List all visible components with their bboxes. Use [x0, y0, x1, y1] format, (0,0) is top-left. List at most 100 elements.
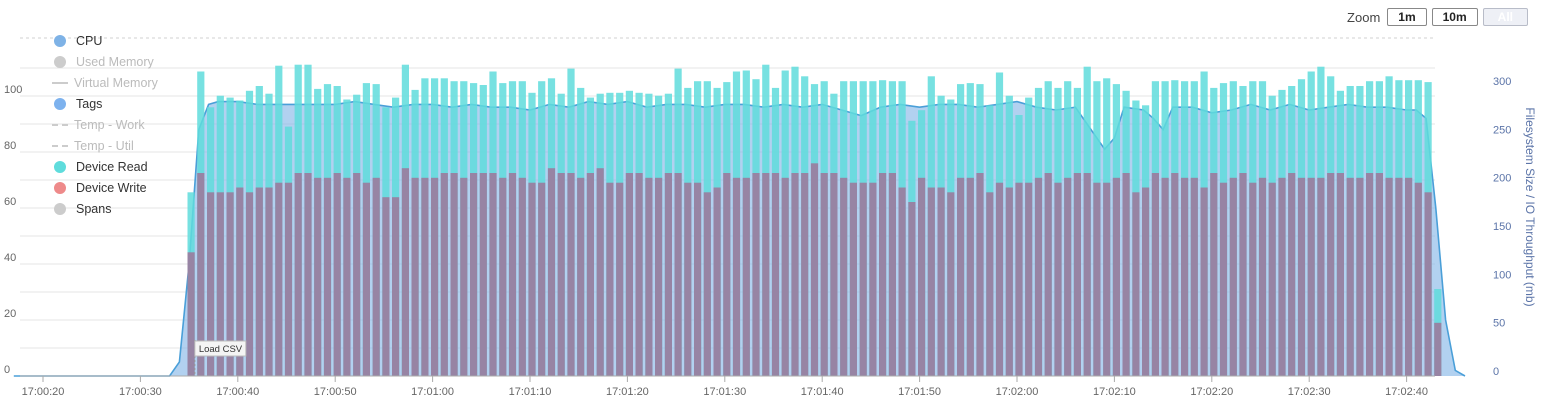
legend-marker-icon	[54, 160, 66, 173]
device-write-bar	[431, 177, 439, 376]
x-tick-label: 17:01:30	[703, 386, 746, 398]
device-write-bar	[664, 173, 672, 376]
device-write-bar	[1190, 177, 1198, 376]
device-write-bar	[1171, 173, 1179, 376]
legend-item-spans[interactable]: Spans	[52, 198, 158, 219]
x-tick-label: 17:01:40	[801, 386, 844, 398]
legend-label: Virtual Memory	[74, 75, 158, 90]
device-write-bar	[1093, 182, 1101, 376]
device-write-bar	[236, 187, 244, 376]
device-write-bar	[1073, 173, 1081, 376]
device-write-bar	[586, 173, 594, 376]
x-tick-label: 17:01:00	[411, 386, 454, 398]
x-tick-label: 17:00:20	[22, 386, 65, 398]
legend-label: Temp - Work	[74, 117, 145, 132]
device-write-bar	[567, 173, 575, 376]
left-tick-label: 100	[4, 84, 22, 96]
x-tick-label: 17:01:10	[509, 386, 552, 398]
device-write-bar	[450, 173, 458, 376]
legend-item-temp-work[interactable]: Temp - Work	[52, 114, 158, 135]
left-tick-label: 60	[4, 196, 16, 208]
device-write-bar	[333, 173, 341, 376]
device-write-bar	[1054, 182, 1062, 376]
device-write-bar	[255, 187, 263, 376]
legend-item-virtual-memory[interactable]: Virtual Memory	[52, 72, 158, 93]
device-write-bar	[732, 177, 741, 376]
device-write-bar	[479, 173, 487, 376]
device-write-bar	[508, 173, 517, 376]
annotation-label: Load CSV	[199, 344, 243, 355]
zoom-10m-button[interactable]: 10m	[1431, 8, 1478, 26]
zoom-1m-button[interactable]: 1m	[1387, 8, 1427, 26]
device-write-bar	[1151, 173, 1159, 376]
device-write-bar	[1336, 173, 1344, 376]
device-write-bar	[606, 182, 614, 376]
device-write-bar	[976, 173, 984, 376]
device-write-bar	[752, 173, 760, 376]
legend-item-device-write[interactable]: Device Write	[52, 177, 158, 198]
device-write-bar	[470, 173, 478, 376]
device-write-bar	[995, 182, 1004, 376]
device-write-bar	[1034, 177, 1043, 376]
device-write-bar	[859, 182, 867, 376]
device-write-bar	[245, 192, 254, 376]
device-write-bar	[1200, 187, 1208, 376]
legend-label: Device Write	[76, 180, 147, 195]
legend-marker-icon	[52, 123, 68, 126]
device-write-bar	[226, 192, 234, 376]
legend-item-cpu[interactable]: CPU	[52, 30, 158, 51]
x-tick-label: 17:02:40	[1385, 386, 1428, 398]
right-tick-label: 150	[1493, 221, 1511, 233]
device-write-bar	[986, 192, 994, 376]
device-write-bar	[771, 173, 780, 376]
device-write-bar	[1239, 173, 1247, 376]
legend-item-tags[interactable]: Tags	[52, 93, 158, 114]
right-tick-label: 0	[1493, 366, 1499, 378]
device-write-bar	[1132, 192, 1140, 376]
device-write-bar	[1083, 173, 1091, 376]
device-write-bar	[1229, 177, 1237, 376]
device-write-bar	[343, 177, 351, 376]
device-write-bar	[762, 173, 770, 376]
left-tick-label: 80	[4, 140, 16, 152]
left-tick-label: 40	[4, 252, 16, 264]
device-write-bar	[1161, 177, 1169, 376]
device-write-bar	[1385, 177, 1393, 376]
device-write-bar	[596, 168, 604, 376]
device-write-bar	[742, 177, 750, 376]
right-tick-label: 100	[1493, 269, 1511, 281]
device-write-bar	[645, 177, 653, 376]
device-write-bar	[879, 173, 887, 376]
device-write-bar	[840, 177, 848, 376]
device-write-bar	[1122, 173, 1130, 376]
legend-marker-icon	[54, 97, 66, 110]
legend-label: Spans	[76, 201, 112, 216]
device-write-bar	[616, 182, 624, 376]
device-write-bar	[801, 173, 809, 376]
right-axis-title: Filesystem Size / IO Throughput (mb)	[1523, 107, 1537, 306]
x-tick-label: 17:02:10	[1093, 386, 1136, 398]
legend-item-used-memory[interactable]: Used Memory	[52, 51, 158, 72]
device-write-bar	[898, 187, 906, 376]
legend-item-device-read[interactable]: Device Read	[52, 156, 158, 177]
io-bars-layer	[187, 64, 1442, 377]
zoom-all-button[interactable]: All	[1482, 8, 1528, 26]
right-tick-label: 300	[1493, 76, 1511, 88]
x-tick-label: 17:01:50	[898, 386, 941, 398]
device-write-bar	[489, 173, 497, 376]
device-write-bar	[1434, 322, 1442, 376]
device-write-bar	[713, 187, 721, 376]
device-write-bar	[1346, 177, 1354, 376]
device-write-bar	[1268, 182, 1276, 376]
device-write-bar	[918, 177, 926, 376]
device-write-bar	[557, 173, 565, 376]
device-write-bar	[1278, 177, 1286, 376]
legend-item-temp-util[interactable]: Temp - Util	[52, 135, 158, 156]
device-write-bar	[1181, 177, 1189, 376]
right-tick-label: 250	[1493, 124, 1511, 136]
legend-label: Device Read	[76, 159, 148, 174]
legend-marker-icon	[54, 181, 66, 194]
device-write-bar	[635, 173, 643, 376]
device-write-bar	[411, 177, 419, 376]
